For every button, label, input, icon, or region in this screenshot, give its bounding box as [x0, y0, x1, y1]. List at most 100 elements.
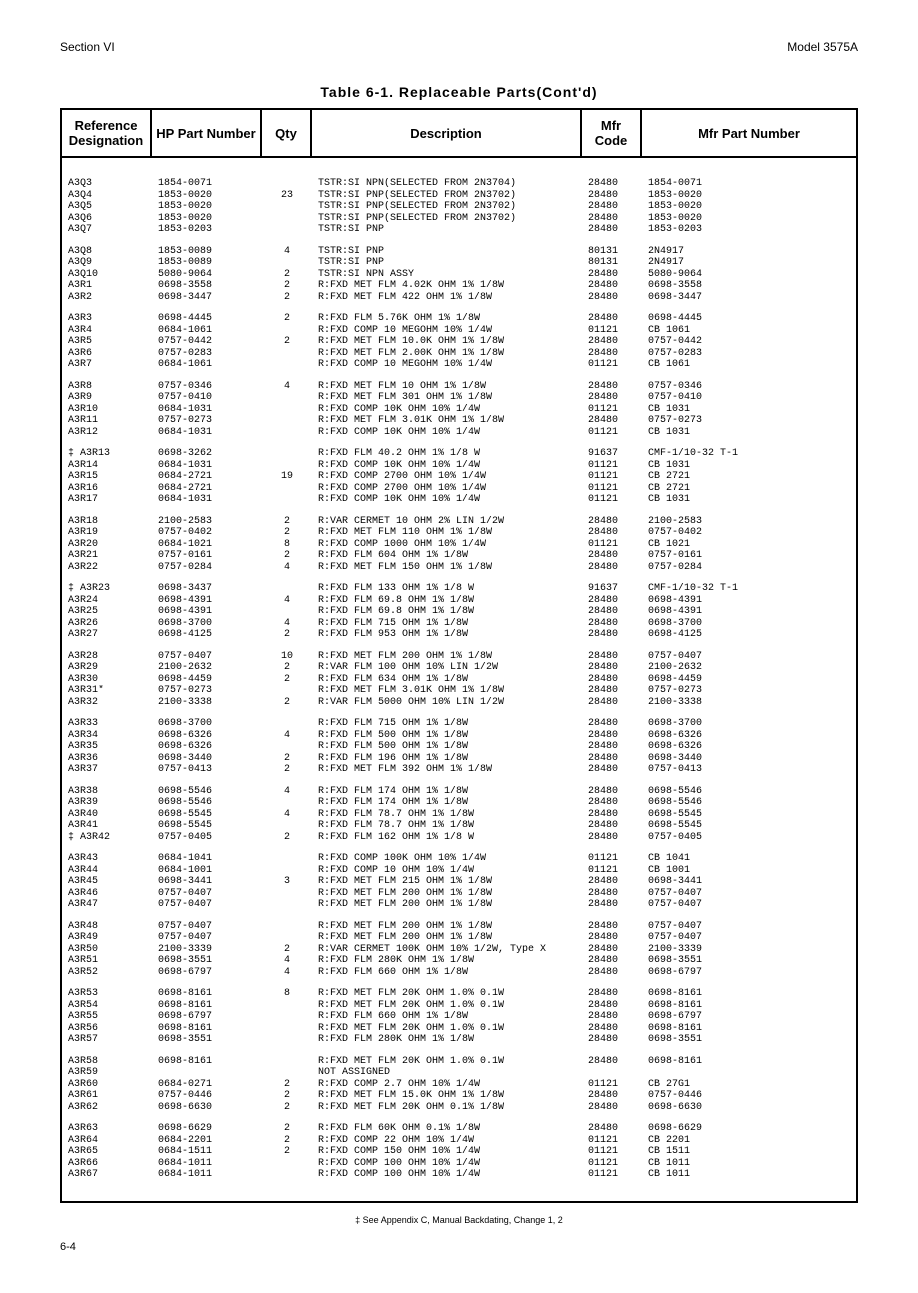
- cell-desc: R:FXD FLM 280K OHM 1% 1/8W: [312, 955, 582, 967]
- cell-mfr: 01121: [582, 427, 642, 439]
- cell-qty: 3: [262, 876, 312, 888]
- cell-mfrpart: 0698-3440: [642, 753, 856, 765]
- cell-ref: A3R9: [62, 392, 152, 404]
- cell-mfrpart: 0757-0413: [642, 764, 856, 776]
- cell-hp: 0684-1011: [152, 1169, 262, 1181]
- cell-mfrpart: CB 1511: [642, 1146, 856, 1158]
- cell-hp: 0757-0413: [152, 764, 262, 776]
- cell-ref: A3R16: [62, 483, 152, 495]
- cell-hp: 0757-0283: [152, 348, 262, 360]
- cell-hp: 0698-3558: [152, 280, 262, 292]
- cell-desc: R:FXD FLM 174 OHM 1% 1/8W: [312, 786, 582, 798]
- cell-mfrpart: 0757-0405: [642, 832, 856, 844]
- cell-mfr: 28480: [582, 674, 642, 686]
- cell-qty: [262, 213, 312, 225]
- cell-mfr: 28480: [582, 269, 642, 281]
- cell-desc: R:FXD COMP 10 OHM 10% 1/4W: [312, 865, 582, 877]
- cell-desc: R:FXD FLM 5.76K OHM 1% 1/8W: [312, 313, 582, 325]
- cell-desc: R:FXD COMP 10 MEGOHM 10% 1/4W: [312, 325, 582, 337]
- cell-ref: A3R5: [62, 336, 152, 348]
- cell-ref: A3R11: [62, 415, 152, 427]
- table-row: A3R150684-272119R:FXD COMP 2700 OHM 10% …: [62, 471, 856, 483]
- cell-mfrpart: 0698-5546: [642, 786, 856, 798]
- cell-mfrpart: 2N4917: [642, 257, 856, 269]
- cell-qty: 8: [262, 988, 312, 1000]
- cell-desc: R:FXD FLM 280K OHM 1% 1/8W: [312, 1034, 582, 1046]
- cell-hp: 0757-0407: [152, 899, 262, 911]
- cell-hp: 0698-3262: [152, 448, 262, 460]
- cell-mfr: 28480: [582, 550, 642, 562]
- cell-ref: A3R36: [62, 753, 152, 765]
- cell-mfrpart: CB 1031: [642, 404, 856, 416]
- cell-mfr: 28480: [582, 697, 642, 709]
- table-row: A3R190757-04022R:FXD MET FLM 110 OHM 1% …: [62, 527, 856, 539]
- cell-hp: 0757-0402: [152, 527, 262, 539]
- table-row: A3R570698-3551R:FXD FLM 280K OHM 1% 1/8W…: [62, 1034, 856, 1046]
- cell-ref: A3Q4: [62, 190, 152, 202]
- cell-mfr: 28480: [582, 190, 642, 202]
- cell-desc: R:FXD FLM 78.7 OHM 1% 1/8W: [312, 809, 582, 821]
- cell-mfrpart: CMF-1/10-32 T-1: [642, 583, 856, 595]
- table-row: A3R600684-02712R:FXD COMP 2.7 OHM 10% 1/…: [62, 1079, 856, 1091]
- cell-mfr: 28480: [582, 1056, 642, 1068]
- cell-ref: A3R15: [62, 471, 152, 483]
- row-spacer: [62, 438, 856, 448]
- cell-mfr: 28480: [582, 595, 642, 607]
- cell-ref: A3R1: [62, 280, 152, 292]
- model-label: Model 3575A: [787, 40, 858, 54]
- table-row: A3R40684-1061R:FXD COMP 10 MEGOHM 10% 1/…: [62, 325, 856, 337]
- cell-mfrpart: 0698-4125: [642, 629, 856, 641]
- cell-ref: A3R39: [62, 797, 152, 809]
- cell-desc: R:FXD COMP 10K OHM 10% 1/4W: [312, 404, 582, 416]
- cell-desc: R:FXD MET FLM 200 OHM 1% 1/8W: [312, 899, 582, 911]
- cell-qty: [262, 460, 312, 472]
- cell-desc: TSTR:SI PNP: [312, 257, 582, 269]
- cell-ref: A3R57: [62, 1034, 152, 1046]
- cell-hp: 1853-0020: [152, 190, 262, 202]
- cell-mfrpart: CB 2201: [642, 1135, 856, 1147]
- table-row: A3R80757-03464R:FXD MET FLM 10 OHM 1% 1/…: [62, 381, 856, 393]
- cell-desc: R:VAR CERMET 100K OHM 10% 1/2W, Type X: [312, 944, 582, 956]
- cell-mfrpart: 0698-3700: [642, 618, 856, 630]
- cell-mfrpart: 0698-8161: [642, 1056, 856, 1068]
- cell-mfrpart: 0698-4391: [642, 606, 856, 618]
- cell-mfrpart: 0757-0407: [642, 888, 856, 900]
- cell-hp: 2100-3339: [152, 944, 262, 956]
- cell-desc: R:FXD FLM 133 OHM 1% 1/8 W: [312, 583, 582, 595]
- cell-qty: [262, 483, 312, 495]
- cell-hp: 2100-2632: [152, 662, 262, 674]
- cell-desc: R:FXD MET FLM 200 OHM 1% 1/8W: [312, 932, 582, 944]
- page-number: 6-4: [60, 1241, 858, 1253]
- table-row: A3R480757-0407R:FXD MET FLM 200 OHM 1% 1…: [62, 921, 856, 933]
- table-row: A3Q71853-0203TSTR:SI PNP284801853-0203: [62, 224, 856, 236]
- cell-ref: A3R32: [62, 697, 152, 709]
- table-row: A3R30698-44452R:FXD FLM 5.76K OHM 1% 1/8…: [62, 313, 856, 325]
- cell-mfrpart: CB 1061: [642, 359, 856, 371]
- cell-ref: A3R48: [62, 921, 152, 933]
- cell-ref: A3R2: [62, 292, 152, 304]
- cell-mfr: 01121: [582, 539, 642, 551]
- cell-mfr: 28480: [582, 955, 642, 967]
- cell-qty: 2: [262, 662, 312, 674]
- cell-qty: [262, 224, 312, 236]
- cell-desc: R:FXD MET FLM 150 OHM 1% 1/8W: [312, 562, 582, 574]
- cell-desc: R:FXD COMP 2700 OHM 10% 1/4W: [312, 471, 582, 483]
- cell-qty: [262, 1067, 312, 1079]
- cell-hp: 0698-5546: [152, 786, 262, 798]
- cell-desc: R:VAR FLM 5000 OHM 10% LIN 1/2W: [312, 697, 582, 709]
- table-row: A3Q31854-0071TSTR:SI NPN(SELECTED FROM 2…: [62, 178, 856, 190]
- cell-desc: R:FXD COMP 150 OHM 10% 1/4W: [312, 1146, 582, 1158]
- cell-hp: [152, 1067, 262, 1079]
- table-row: A3R380698-55464R:FXD FLM 174 OHM 1% 1/8W…: [62, 786, 856, 798]
- table-row: A3R610757-04462R:FXD MET FLM 15.0K OHM 1…: [62, 1090, 856, 1102]
- table-row: A3Q81853-00894TSTR:SI PNP801312N4917: [62, 246, 856, 258]
- cell-desc: R:FXD FLM 78.7 OHM 1% 1/8W: [312, 820, 582, 832]
- cell-mfrpart: 2100-2632: [642, 662, 856, 674]
- cell-ref: A3R33: [62, 718, 152, 730]
- cell-hp: 1854-0071: [152, 178, 262, 190]
- table-row: A3R300698-44592R:FXD FLM 634 OHM 1% 1/8W…: [62, 674, 856, 686]
- cell-mfr: 80131: [582, 257, 642, 269]
- cell-qty: 2: [262, 674, 312, 686]
- cell-qty: 2: [262, 269, 312, 281]
- cell-ref: A3R28: [62, 651, 152, 663]
